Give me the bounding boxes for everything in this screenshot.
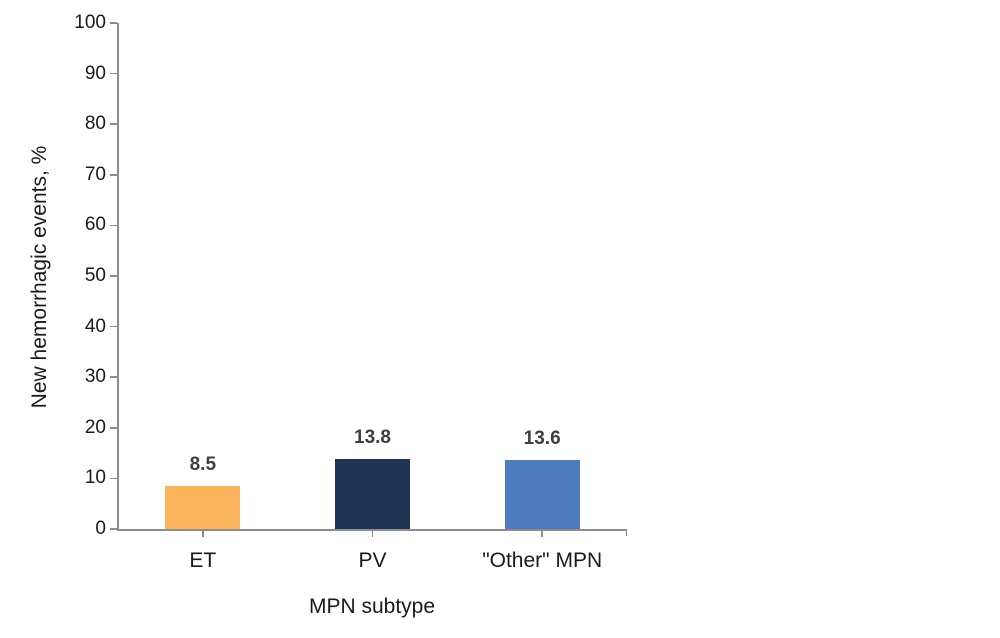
x-tick [202,530,204,537]
y-axis-line [117,23,119,530]
y-tick-label: 0 [95,518,106,539]
bar-value-label: 8.5 [189,453,217,475]
bar-other-mpn [504,460,580,529]
y-tick-label: 100 [74,12,106,33]
bar-value-label: 13.8 [354,427,391,449]
y-tick-label: 80 [84,113,106,135]
y-tick [110,528,117,530]
y-tick-label: 70 [84,163,106,185]
x-axis-line [117,529,627,531]
x-tick [541,530,543,537]
x-axis-title: MPN subtype [308,595,436,618]
y-tick-label: 90 [84,62,106,84]
y-tick-label: 60 [84,214,106,236]
bar-pv [335,459,410,529]
y-tick [110,72,117,75]
y-tick [110,325,117,328]
x-category-label: ET [189,549,217,572]
y-tick-label: 40 [84,315,106,337]
y-tick [110,275,117,277]
y-tick [110,123,117,125]
y-tick [110,477,117,480]
y-tick [110,174,117,176]
y-tick [110,376,117,378]
bar-value-label: 13.6 [523,428,561,450]
y-tick [110,22,117,24]
y-tick-label: 10 [84,467,106,489]
x-category-label: "Other" MPN [482,549,603,572]
y-tick [110,427,117,429]
x-category-label: PV [358,549,387,572]
x-tick [371,530,374,537]
y-tick [110,224,117,227]
y-tick-label: 50 [84,265,106,286]
bar-et [165,485,241,529]
y-tick-label: 20 [84,416,106,438]
x-axis-end-tick [625,529,627,536]
y-tick-label: 30 [84,366,106,388]
